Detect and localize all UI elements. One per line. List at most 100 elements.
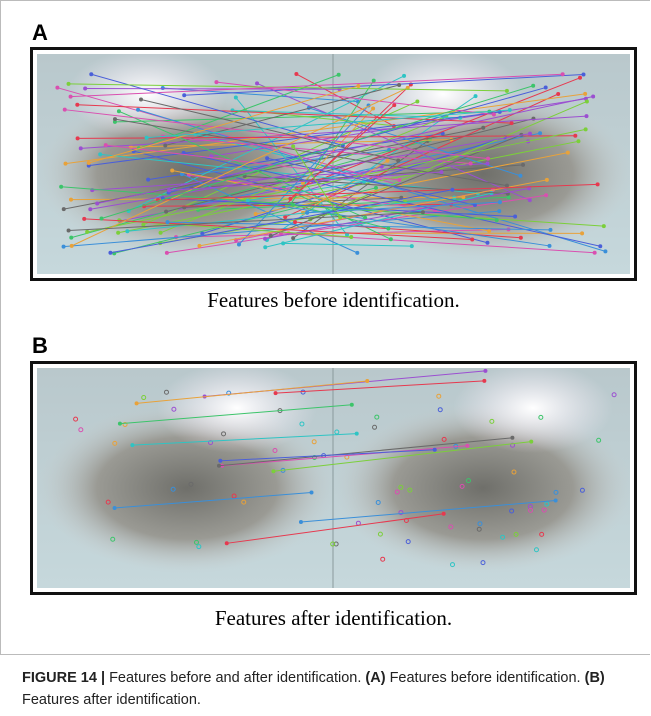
keypoint: [518, 174, 522, 178]
keypoint: [482, 379, 486, 383]
keypoint: [544, 193, 548, 197]
feature-image: [37, 54, 630, 274]
image-b: [30, 361, 637, 595]
keypoint: [98, 152, 102, 156]
keypoint: [167, 188, 171, 192]
keypoint: [548, 228, 552, 232]
keypoint: [349, 235, 353, 239]
keypoint: [85, 230, 89, 234]
keypoint: [164, 210, 168, 214]
page: A Features before identification. B Feat…: [0, 0, 651, 716]
keypoint: [355, 432, 359, 436]
keypoint: [63, 108, 67, 112]
keypoint: [163, 143, 167, 147]
keypoint: [67, 229, 71, 233]
keypoint: [598, 244, 602, 248]
keypoint: [291, 144, 295, 148]
keypoint: [76, 136, 80, 140]
keypoint: [498, 200, 502, 204]
keypoint: [374, 186, 378, 190]
keypoint: [291, 203, 295, 207]
keypoint: [182, 93, 186, 97]
keypoint: [69, 198, 73, 202]
keypoint: [486, 157, 490, 161]
caption-part-text: Features before identification.: [390, 670, 581, 686]
keypoint: [214, 80, 218, 84]
keypoint: [197, 244, 201, 248]
keypoint: [386, 226, 390, 230]
keypoint: [116, 231, 120, 235]
keypoint: [130, 443, 134, 447]
keypoint: [487, 229, 491, 233]
keypoint: [576, 139, 580, 143]
keypoint: [392, 103, 396, 107]
keypoint: [355, 251, 359, 255]
keypoint: [396, 159, 400, 163]
keypoint: [113, 506, 117, 510]
keypoint: [113, 117, 117, 121]
keypoint: [165, 220, 169, 224]
keypoint: [365, 379, 369, 383]
keypoint: [88, 207, 92, 211]
keypoint: [544, 86, 548, 90]
keypoint: [299, 520, 303, 524]
keypoint: [372, 79, 376, 83]
keypoint: [62, 207, 66, 211]
keypoint: [465, 444, 469, 448]
caption-label: FIGURE 14: [22, 670, 97, 686]
keypoint: [519, 236, 523, 240]
keypoint: [554, 499, 558, 503]
keypoint: [538, 131, 542, 135]
keypoint: [584, 127, 588, 131]
keypoint: [337, 73, 341, 77]
caption-separator: |: [101, 670, 105, 686]
keypoint: [402, 74, 406, 78]
keypoint: [294, 72, 298, 76]
keypoint: [146, 178, 150, 182]
keypoint: [350, 403, 354, 407]
keypoint: [481, 126, 485, 130]
keypoint: [386, 159, 390, 163]
keypoint: [70, 244, 74, 248]
keypoint: [159, 231, 163, 235]
caption-part-text: Features after identification.: [22, 692, 201, 708]
keypoint: [505, 184, 509, 188]
keypoint: [505, 89, 509, 93]
keypoint: [415, 99, 419, 103]
keypoint: [69, 236, 73, 240]
keypoint: [397, 83, 401, 87]
keypoint: [591, 95, 595, 99]
keypoint: [293, 220, 297, 224]
keypoint: [582, 73, 586, 77]
keypoint: [165, 251, 169, 255]
keypoint: [263, 237, 267, 241]
keypoint: [485, 241, 489, 245]
keypoint: [100, 216, 104, 220]
keypoint: [510, 436, 514, 440]
keypoint: [584, 114, 588, 118]
keypoint: [528, 198, 532, 202]
keypoint: [338, 215, 342, 219]
keypoint: [136, 108, 140, 112]
keypoint: [75, 103, 79, 107]
keypoint: [593, 251, 597, 255]
keypoint: [82, 217, 86, 221]
keypoint: [510, 121, 514, 125]
keypoint: [254, 212, 258, 216]
keypoint: [218, 459, 222, 463]
keypoint: [492, 112, 496, 116]
keypoint: [545, 178, 549, 182]
panel-caption: Features after identification.: [30, 606, 637, 631]
keypoint: [108, 251, 112, 255]
caption-part-label: (A): [365, 670, 385, 686]
keypoint: [578, 76, 582, 80]
keypoint: [573, 134, 577, 138]
keypoint: [59, 185, 63, 189]
keypoint: [483, 369, 487, 373]
keypoint: [433, 448, 437, 452]
panel-caption: Features before identification.: [30, 288, 637, 313]
keypoint: [255, 81, 259, 85]
keypoint: [508, 108, 512, 112]
keypoint: [117, 109, 121, 113]
keypoint: [161, 86, 165, 90]
